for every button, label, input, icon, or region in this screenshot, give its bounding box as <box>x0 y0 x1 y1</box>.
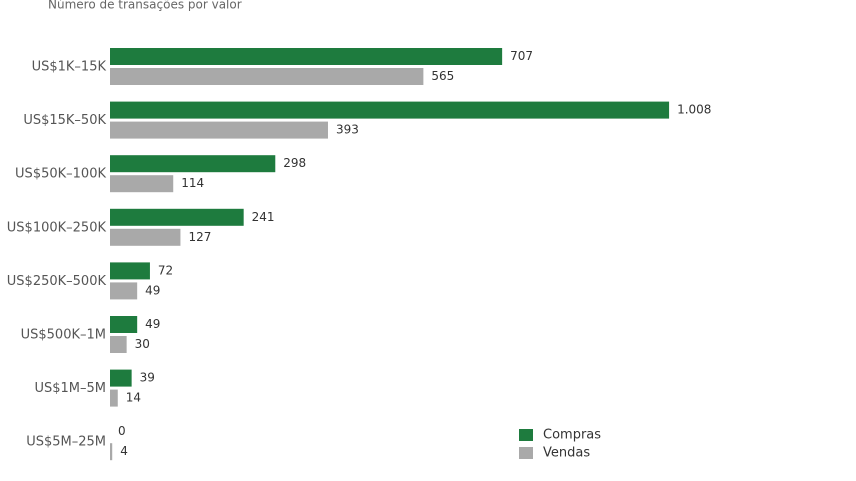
bar <box>110 101 670 119</box>
bar <box>110 316 138 333</box>
bar <box>110 336 127 353</box>
data-label: 39 <box>140 371 155 385</box>
y-tick-label: US$15K–50K <box>23 113 106 128</box>
data-label: 4 <box>120 444 128 458</box>
y-tick-label: US$1M–5M <box>34 381 106 396</box>
bar <box>110 121 328 139</box>
legend-swatch <box>519 429 533 441</box>
data-label: 241 <box>252 210 275 224</box>
bar <box>110 262 150 280</box>
bar <box>110 175 174 193</box>
data-label: 14 <box>126 391 141 405</box>
bar <box>110 282 138 300</box>
data-label: 707 <box>510 49 533 63</box>
bar <box>110 155 276 173</box>
bar <box>110 48 503 65</box>
bar <box>110 208 244 226</box>
data-label: 1.008 <box>677 103 711 117</box>
y-tick-label: US$50K–100K <box>15 167 106 182</box>
chart-title: Número de transações por valor <box>48 0 242 12</box>
legend-label: Vendas <box>543 446 590 461</box>
bar <box>110 228 181 246</box>
data-label: 49 <box>145 317 160 331</box>
data-label: 298 <box>283 156 306 170</box>
bar <box>110 369 132 387</box>
data-label: 72 <box>158 263 173 277</box>
bar <box>110 68 424 85</box>
data-label: 114 <box>181 176 204 190</box>
y-tick-label: US$250K–500K <box>7 274 107 289</box>
data-label: 49 <box>145 283 160 297</box>
legend-label: Compras <box>543 428 601 443</box>
y-tick-label: US$1K–15K <box>32 60 107 75</box>
data-label: 127 <box>188 230 211 244</box>
legend-swatch <box>519 447 533 459</box>
data-label: 565 <box>431 69 454 83</box>
bar <box>110 443 113 461</box>
y-tick-label: US$5M–25M <box>26 435 106 450</box>
data-label: 30 <box>135 337 150 351</box>
y-tick-label: US$500K–1M <box>21 328 106 343</box>
data-label: 0 <box>118 424 126 438</box>
y-tick-label: US$100K–250K <box>7 220 107 235</box>
data-label: 393 <box>336 123 359 137</box>
bar <box>110 389 118 407</box>
